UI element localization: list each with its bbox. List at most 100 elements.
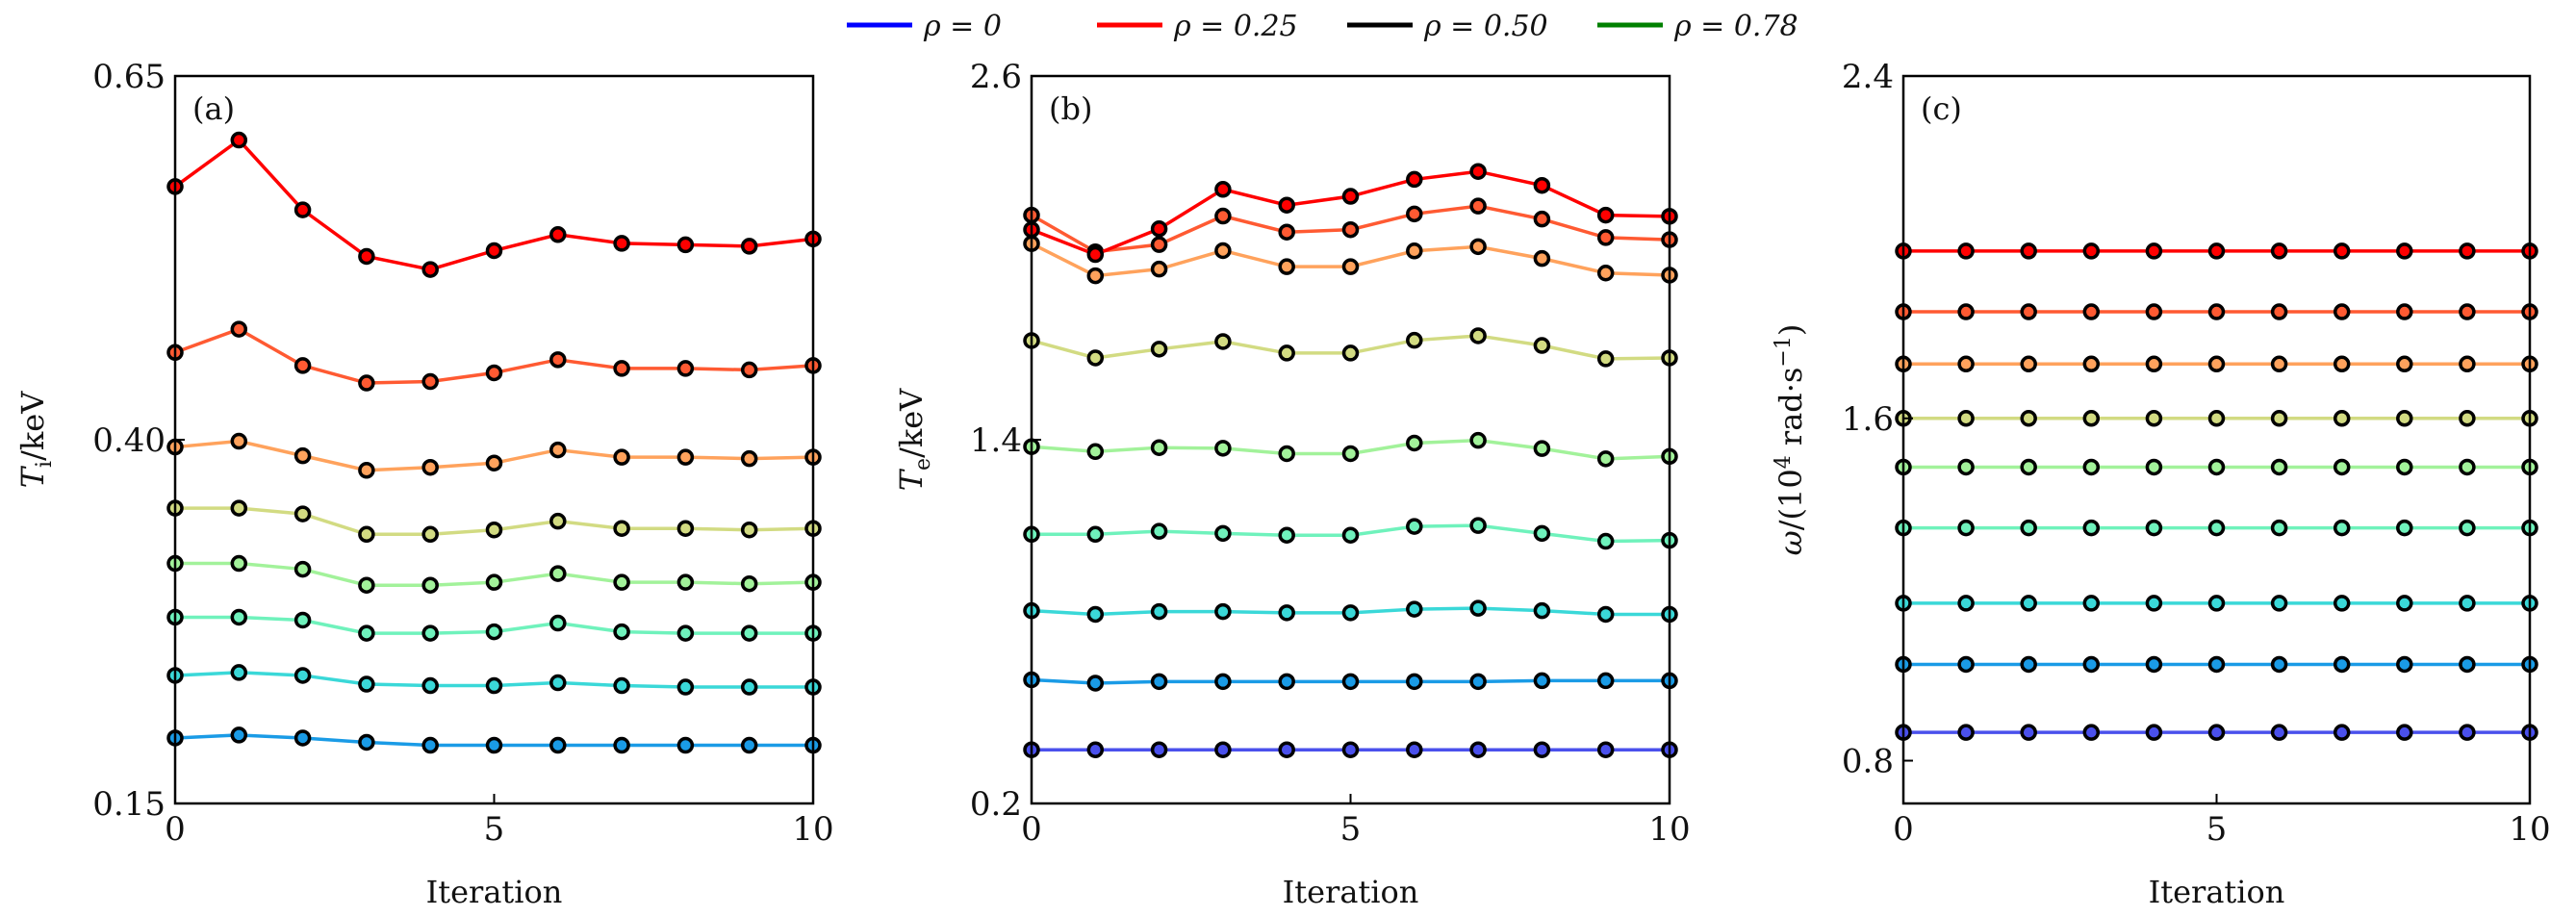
data-point — [2020, 724, 2037, 741]
data-point — [2396, 519, 2413, 537]
data-point — [230, 664, 248, 681]
data-point — [1957, 724, 1975, 741]
data-point — [2459, 724, 2476, 741]
data-point — [293, 729, 312, 747]
data-point — [1150, 341, 1168, 358]
x-axis-label: Iteration — [2149, 874, 2285, 910]
data-point — [1406, 600, 1423, 618]
data-point — [2207, 458, 2226, 476]
panels: 0 5 10 0.15 0.40 0.65 (a) Iteration Ti/keV 0 5 10 0.… — [14, 58, 2551, 910]
y-axis-label-part: e — [911, 458, 935, 471]
x-tick-label: 0 — [1893, 810, 1914, 849]
data-point — [740, 736, 758, 754]
data-point — [549, 441, 567, 459]
data-point — [1957, 458, 1975, 476]
data-point — [1341, 344, 1360, 362]
data-point — [293, 201, 312, 218]
data-point — [1214, 333, 1232, 350]
data-point — [2082, 355, 2101, 373]
data-point — [1957, 303, 1975, 320]
y-tick-label: 0.65 — [92, 58, 166, 96]
data-point — [358, 576, 375, 594]
data-point — [2459, 303, 2476, 320]
data-point — [2145, 595, 2163, 612]
data-point — [2270, 410, 2288, 427]
y-tick-label: 2.4 — [1842, 58, 1894, 96]
data-point — [2333, 595, 2351, 612]
data-point — [1406, 205, 1423, 223]
data-point — [2396, 458, 2413, 476]
data-point — [2270, 303, 2288, 320]
data-point — [1406, 331, 1423, 349]
data-point — [549, 565, 567, 582]
legend-label: ρ = 0 — [923, 10, 1002, 43]
data-point — [1957, 355, 1975, 373]
data-point — [1469, 197, 1487, 215]
legend-label: ρ = 0.78 — [1673, 10, 1798, 43]
data-point — [2082, 595, 2101, 612]
data-point — [613, 235, 630, 252]
panel-label: (c) — [1921, 90, 1962, 127]
data-point — [1341, 604, 1360, 622]
data-point — [1406, 741, 1423, 758]
y-axis-label-part: /(10 — [1773, 469, 1809, 530]
data-point — [1150, 260, 1168, 278]
data-point — [485, 242, 503, 260]
data-point — [1341, 445, 1360, 463]
data-point — [1341, 526, 1360, 544]
data-point — [358, 462, 375, 479]
data-point — [2333, 410, 2351, 427]
data-point — [2145, 303, 2163, 320]
data-point — [2270, 519, 2288, 537]
data-point — [2333, 242, 2351, 260]
data-point — [485, 676, 503, 695]
data-point — [549, 736, 567, 754]
x-axis-label: Iteration — [1283, 874, 1419, 910]
data-point — [2396, 303, 2413, 320]
data-point — [2459, 519, 2476, 537]
data-point — [1957, 595, 1975, 612]
legend-label: ρ = 0.50 — [1423, 10, 1548, 43]
y-axis-label-part: /keV — [14, 391, 51, 461]
data-point — [2396, 410, 2413, 427]
data-point — [1278, 196, 1295, 214]
data-point — [2459, 355, 2476, 373]
data-point — [1214, 602, 1232, 621]
data-point — [1533, 741, 1551, 758]
data-point — [1533, 440, 1551, 457]
data-point — [740, 361, 758, 379]
x-tick-label: 5 — [1340, 810, 1362, 849]
data-point — [1596, 450, 1615, 468]
data-point — [1469, 517, 1487, 534]
data-point — [1278, 604, 1295, 622]
data-point — [293, 560, 312, 578]
data-point — [1596, 605, 1615, 624]
data-point — [2207, 410, 2226, 427]
data-point — [2459, 242, 2476, 260]
y-tick-label: 0.15 — [92, 785, 166, 824]
data-point — [2020, 458, 2037, 476]
data-point — [2082, 655, 2101, 674]
data-point — [293, 357, 312, 374]
data-point — [1341, 258, 1360, 275]
data-point — [1278, 673, 1295, 691]
data-point — [2396, 655, 2413, 674]
data-point — [740, 678, 758, 696]
data-point — [2145, 724, 2163, 741]
data-point — [1596, 350, 1615, 368]
y-axis-label-part: /keV — [893, 388, 930, 458]
data-point — [1086, 605, 1105, 624]
data-point — [2207, 655, 2226, 674]
data-point — [1214, 440, 1232, 457]
data-point — [676, 624, 695, 642]
data-point — [613, 623, 630, 641]
data-point — [1278, 344, 1295, 362]
data-point — [421, 676, 439, 695]
data-point — [740, 521, 758, 539]
data-point — [2396, 724, 2413, 741]
data-point — [485, 521, 503, 539]
data-point — [2270, 595, 2288, 612]
data-point — [485, 573, 503, 591]
y-axis-label-part: i — [33, 461, 57, 468]
data-point — [1533, 249, 1551, 267]
